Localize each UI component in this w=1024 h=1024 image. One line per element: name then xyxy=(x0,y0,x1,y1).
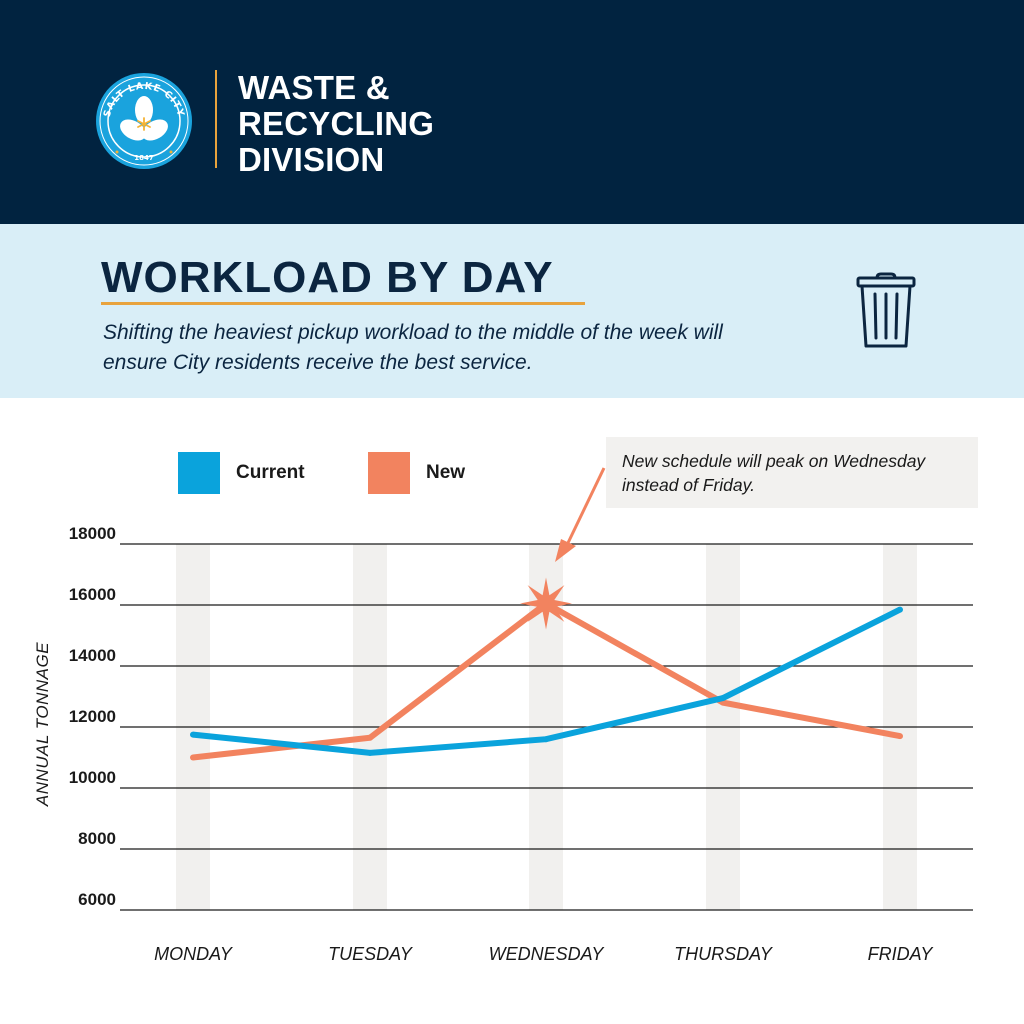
header-divider xyxy=(215,70,217,168)
peak-star-marker xyxy=(520,577,572,630)
y-tick-label: 6000 xyxy=(78,890,116,909)
callout-arrow-line xyxy=(565,467,606,546)
legend-label-new: New xyxy=(426,462,466,483)
data-point-current xyxy=(720,695,726,702)
page-subtitle: Shifting the heaviest pickup workload to… xyxy=(103,321,723,374)
legend-item-current: Current xyxy=(178,452,305,494)
x-tick-label: WEDNESDAY xyxy=(489,944,606,964)
title-underline xyxy=(101,302,585,305)
data-point-new xyxy=(367,734,373,741)
trash-can-icon xyxy=(856,272,916,348)
data-point-current xyxy=(367,749,373,756)
title-banner xyxy=(0,224,1024,398)
y-tick-label: 12000 xyxy=(69,707,116,726)
annotation-text: New schedule will peak on Wednesday inst… xyxy=(622,451,926,495)
data-point-new xyxy=(190,754,196,761)
x-tick-label: TUESDAY xyxy=(328,944,414,964)
y-tick-label: 10000 xyxy=(69,768,116,787)
x-tick-label: THURSDAY xyxy=(674,944,774,964)
division-line-3: DIVISION xyxy=(238,141,385,178)
legend-item-new: New xyxy=(368,452,465,494)
data-point-current xyxy=(190,731,196,738)
page-title: WORKLOAD BY DAY xyxy=(101,253,554,302)
data-point-new xyxy=(897,733,903,740)
header-bar: SALT LAKE CITY 1847 WASTE & RECYCLING DI… xyxy=(0,0,1024,224)
division-line-1: WASTE & xyxy=(238,69,390,106)
y-tick-label: 8000 xyxy=(78,829,116,848)
x-tick-label: FRIDAY xyxy=(868,944,935,964)
legend-label-current: Current xyxy=(236,462,305,483)
x-tick-label: MONDAY xyxy=(154,944,234,964)
svg-text:1847: 1847 xyxy=(134,154,154,162)
data-point-current xyxy=(897,606,903,613)
salt-lake-city-seal-logo: SALT LAKE CITY 1847 xyxy=(96,73,192,169)
y-tick-label: 14000 xyxy=(69,646,116,665)
division-line-2: RECYCLING xyxy=(238,105,435,142)
legend-swatch-new xyxy=(368,452,410,494)
division-name: WASTE & RECYCLING DIVISION xyxy=(238,70,434,178)
y-tick-label: 18000 xyxy=(69,524,116,543)
annotation-callout: New schedule will peak on Wednesday inst… xyxy=(606,437,978,508)
legend-swatch-current xyxy=(178,452,220,494)
data-point-current xyxy=(543,736,549,743)
y-tick-label: 16000 xyxy=(69,585,116,604)
callout-arrow-head xyxy=(555,539,576,562)
